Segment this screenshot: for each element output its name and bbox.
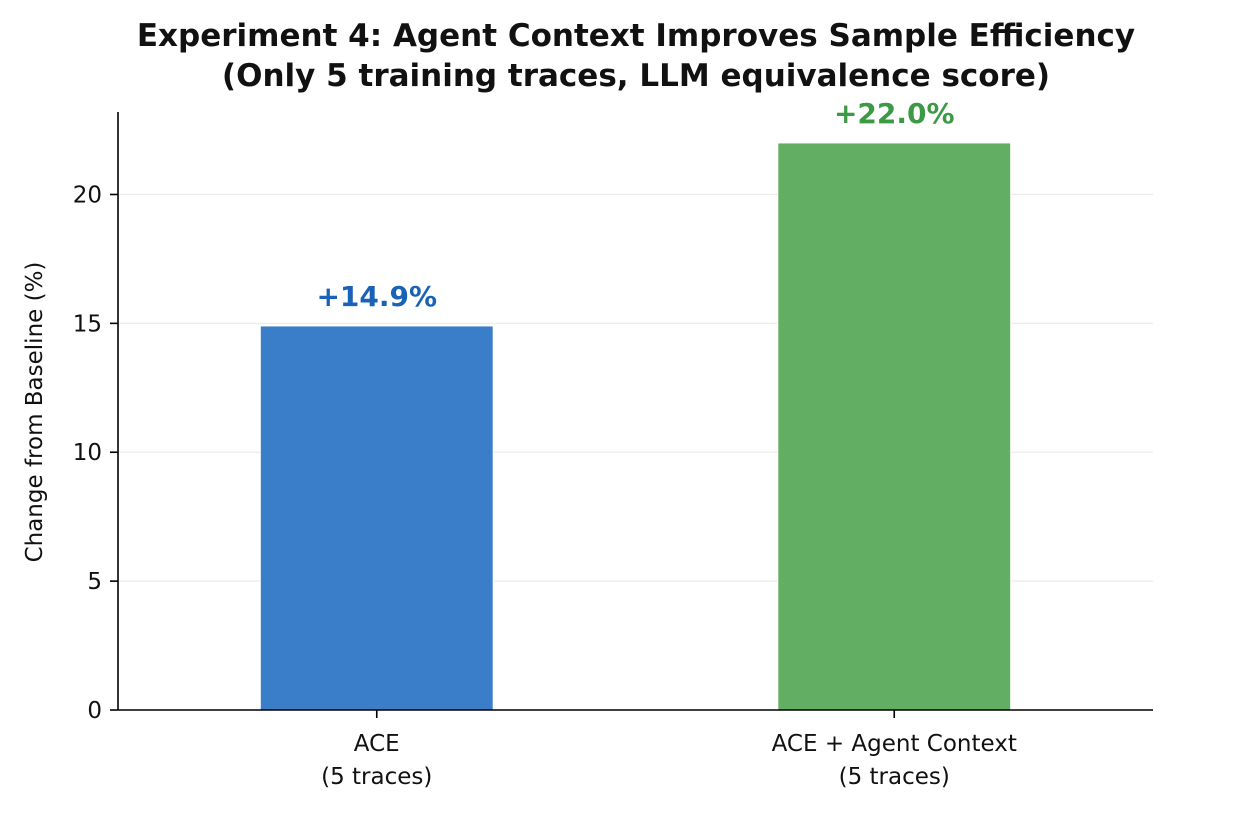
bar-value-label: +22.0% bbox=[834, 97, 955, 130]
y-tick-label: 0 bbox=[87, 698, 102, 724]
y-tick-label: 10 bbox=[73, 440, 102, 466]
x-tick-label: ACE bbox=[354, 731, 400, 757]
x-tick-label: ACE + Agent Context bbox=[772, 731, 1017, 757]
chart-title: Experiment 4: Agent Context Improves Sam… bbox=[137, 18, 1135, 54]
bars bbox=[259, 142, 1012, 711]
y-tick-label: 20 bbox=[73, 182, 102, 208]
y-tick-label: 15 bbox=[73, 311, 102, 337]
data-labels: +14.9% +22.0% bbox=[316, 97, 954, 313]
bar-value-label: +14.9% bbox=[316, 280, 437, 313]
bar bbox=[259, 325, 494, 711]
y-ticks: 0 5 10 15 20 bbox=[73, 182, 118, 724]
bar bbox=[777, 142, 1012, 711]
x-tick-sublabel: (5 traces) bbox=[839, 764, 950, 790]
x-tick-sublabel: (5 traces) bbox=[321, 764, 432, 790]
chart-subtitle: (Only 5 training traces, LLM equivalence… bbox=[222, 58, 1050, 94]
x-ticks: ACE (5 traces) ACE + Agent Context (5 trace… bbox=[321, 710, 1017, 790]
axes bbox=[117, 112, 1153, 711]
y-tick-label: 5 bbox=[87, 569, 102, 595]
y-axis-label: Change from Baseline (%) bbox=[22, 262, 48, 563]
